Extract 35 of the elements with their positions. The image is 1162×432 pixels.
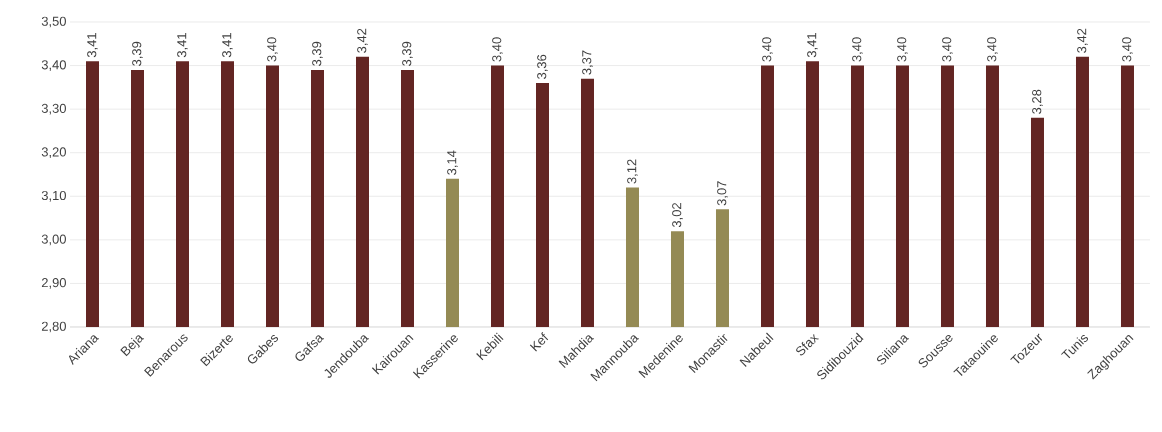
data-label: 3,40 (762, 37, 773, 62)
data-label: 3,39 (132, 41, 143, 66)
y-tick-label: 2,90 (41, 278, 66, 289)
data-label: 3,40 (987, 37, 998, 62)
data-label: 3,42 (1077, 28, 1088, 53)
x-tick-label: Sfax (796, 333, 820, 356)
data-label: 3,02 (672, 203, 683, 228)
data-label: 3,39 (312, 41, 323, 66)
data-label: 3,39 (402, 41, 413, 66)
y-tick-label: 3,30 (41, 103, 66, 115)
y-tick-label: 3,20 (41, 147, 66, 159)
y-tick-label: 3,40 (41, 60, 66, 71)
data-label: 3,41 (807, 33, 818, 58)
data-label: 3,41 (87, 33, 98, 58)
data-label: 3,42 (357, 28, 368, 53)
data-label: 3,40 (267, 37, 278, 62)
y-tick-label: 3,00 (41, 234, 66, 246)
data-label: 3,12 (627, 159, 638, 184)
x-tick-label: Kef (529, 332, 549, 352)
data-label: 3,40 (897, 37, 908, 62)
data-label: 3,40 (1122, 37, 1133, 62)
data-label: 3,36 (537, 54, 548, 79)
data-label: 3,40 (942, 37, 953, 62)
data-label: 3,41 (222, 33, 233, 58)
y-tick-label: 3,50 (41, 16, 66, 28)
data-label: 3,07 (717, 181, 728, 206)
x-tick-label: Beja (120, 335, 145, 357)
y-tick-label: 2,80 (41, 321, 66, 333)
y-tick-label: 3,10 (41, 190, 66, 202)
data-label: 3,40 (492, 37, 503, 62)
data-label: 3,40 (852, 37, 863, 62)
data-label: 3,41 (177, 33, 188, 58)
data-label: 3,37 (582, 50, 593, 75)
data-label: 3,28 (1032, 89, 1043, 114)
data-label: 3,14 (447, 150, 458, 175)
